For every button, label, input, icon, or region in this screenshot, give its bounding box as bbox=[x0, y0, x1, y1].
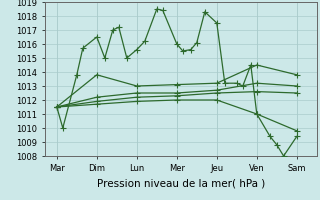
X-axis label: Pression niveau de la mer( hPa ): Pression niveau de la mer( hPa ) bbox=[97, 178, 265, 188]
